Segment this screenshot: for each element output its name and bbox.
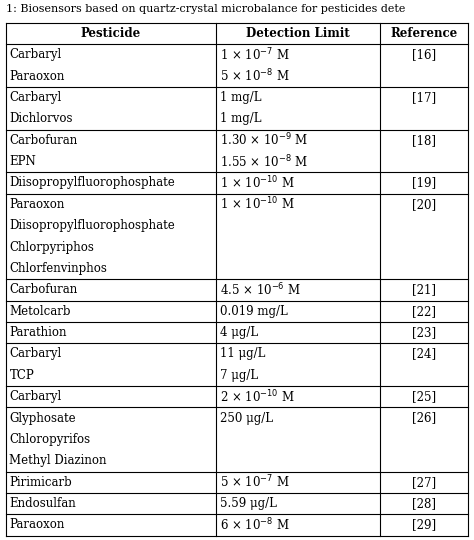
Text: [19]: [19] (412, 177, 437, 190)
Text: 1: Biosensors based on quartz-crystal microbalance for pesticides dete: 1: Biosensors based on quartz-crystal mi… (6, 4, 405, 15)
Text: Carbaryl: Carbaryl (9, 348, 62, 361)
Text: Glyphosate: Glyphosate (9, 411, 76, 424)
Text: 1 × 10$^{-7}$ M: 1 × 10$^{-7}$ M (220, 46, 290, 63)
Text: 1 × 10$^{-10}$ M: 1 × 10$^{-10}$ M (220, 196, 295, 213)
Text: Pesticide: Pesticide (81, 27, 141, 40)
Text: 6 × 10$^{-8}$ M: 6 × 10$^{-8}$ M (220, 517, 290, 534)
Text: Carbaryl: Carbaryl (9, 48, 62, 61)
Text: [20]: [20] (412, 198, 437, 211)
Text: Detection Limit: Detection Limit (246, 27, 350, 40)
Text: Chlorfenvinphos: Chlorfenvinphos (9, 262, 107, 275)
Text: [25]: [25] (412, 390, 437, 403)
Text: 250 μg/L: 250 μg/L (220, 411, 273, 424)
Text: [23]: [23] (412, 326, 437, 339)
Text: Reference: Reference (391, 27, 458, 40)
Text: Chlorpyriphos: Chlorpyriphos (9, 241, 94, 254)
Text: 0.019 mg/L: 0.019 mg/L (220, 305, 288, 318)
Text: Diisopropylfluorophosphate: Diisopropylfluorophosphate (9, 177, 175, 190)
Text: [17]: [17] (412, 91, 437, 104)
Text: [22]: [22] (412, 305, 437, 318)
Text: Paraoxon: Paraoxon (9, 70, 65, 83)
Text: Chloropyrifos: Chloropyrifos (9, 433, 91, 446)
Text: Carbaryl: Carbaryl (9, 91, 62, 104)
Text: 5 × 10$^{-7}$ M: 5 × 10$^{-7}$ M (220, 474, 290, 490)
Text: 1 mg/L: 1 mg/L (220, 91, 262, 104)
Text: Paraoxon: Paraoxon (9, 518, 65, 531)
Text: Carbofuran: Carbofuran (9, 284, 78, 296)
Text: Methyl Diazinon: Methyl Diazinon (9, 454, 107, 467)
Text: [24]: [24] (412, 348, 437, 361)
Text: [18]: [18] (412, 134, 437, 147)
Text: EPN: EPN (9, 155, 36, 168)
Text: 1.55 × 10$^{-8}$ M: 1.55 × 10$^{-8}$ M (220, 153, 308, 170)
Text: TCP: TCP (9, 369, 34, 382)
Text: Parathion: Parathion (9, 326, 67, 339)
Text: Carbofuran: Carbofuran (9, 134, 78, 147)
Text: [16]: [16] (412, 48, 437, 61)
Text: [26]: [26] (412, 411, 437, 424)
Text: Metolcarb: Metolcarb (9, 305, 71, 318)
Text: 1 × 10$^{-10}$ M: 1 × 10$^{-10}$ M (220, 175, 295, 191)
Text: 5.59 μg/L: 5.59 μg/L (220, 497, 277, 510)
Text: 2 × 10$^{-10}$ M: 2 × 10$^{-10}$ M (220, 388, 295, 405)
Text: [21]: [21] (412, 284, 437, 296)
Text: Dichlorvos: Dichlorvos (9, 112, 73, 125)
Text: [29]: [29] (412, 518, 437, 531)
Text: Endosulfan: Endosulfan (9, 497, 76, 510)
Text: 7 μg/L: 7 μg/L (220, 369, 258, 382)
Text: Paraoxon: Paraoxon (9, 198, 65, 211)
Text: [28]: [28] (412, 497, 437, 510)
Text: 5 × 10$^{-8}$ M: 5 × 10$^{-8}$ M (220, 68, 290, 84)
Text: Pirimicarb: Pirimicarb (9, 476, 72, 489)
Text: 11 μg/L: 11 μg/L (220, 348, 265, 361)
Text: 4 μg/L: 4 μg/L (220, 326, 258, 339)
Text: Carbaryl: Carbaryl (9, 390, 62, 403)
Text: 1 mg/L: 1 mg/L (220, 112, 262, 125)
Text: [27]: [27] (412, 476, 437, 489)
Text: Diisopropylfluorophosphate: Diisopropylfluorophosphate (9, 219, 175, 232)
Text: 4.5 × 10$^{-6}$ M: 4.5 × 10$^{-6}$ M (220, 281, 301, 298)
Text: 1.30 × 10$^{-9}$ M: 1.30 × 10$^{-9}$ M (220, 132, 308, 148)
